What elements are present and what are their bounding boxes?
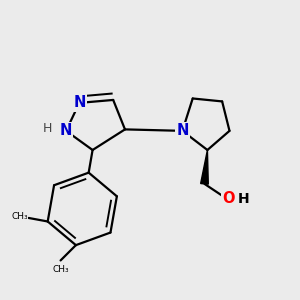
Text: H: H — [43, 122, 52, 135]
Text: CH₃: CH₃ — [11, 212, 28, 221]
Text: CH₃: CH₃ — [52, 265, 69, 274]
Text: N: N — [60, 123, 72, 138]
Text: H: H — [238, 193, 249, 206]
Text: N: N — [73, 95, 86, 110]
Polygon shape — [201, 150, 208, 184]
Text: N: N — [176, 123, 189, 138]
Text: O: O — [222, 191, 234, 206]
